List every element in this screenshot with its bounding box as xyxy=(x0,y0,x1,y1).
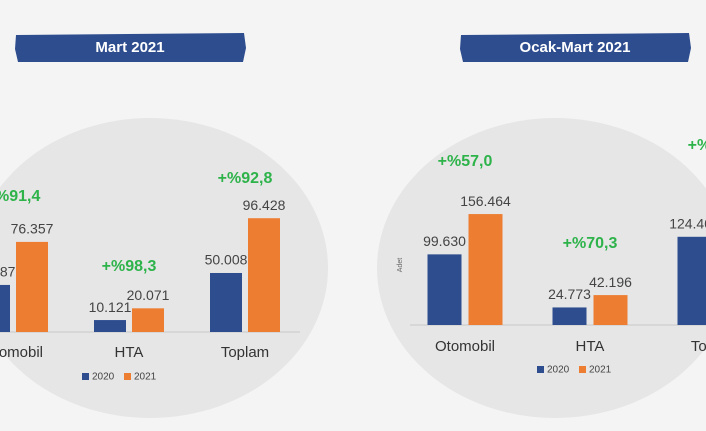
annotation: +%70,3 xyxy=(563,235,618,252)
legend-label: 2021 xyxy=(589,365,612,376)
data-label: 124.403 xyxy=(669,216,706,232)
legend-label: 2020 xyxy=(92,372,115,383)
x-tick-label: HTA xyxy=(115,344,144,361)
backdrop xyxy=(377,118,706,418)
x-tick-label: Toplam xyxy=(691,338,706,355)
chart-title: Mart 2021 xyxy=(95,39,164,56)
bar xyxy=(677,236,706,325)
title-banner xyxy=(460,33,691,62)
chart-title: Ocak-Mart 2021 xyxy=(520,39,631,56)
legend-swatch xyxy=(537,366,544,373)
annotation: +%91,4 xyxy=(0,188,40,205)
bar xyxy=(248,218,280,332)
data-label: 76.357 xyxy=(11,221,54,237)
bar xyxy=(16,241,48,332)
x-tick-label: Toplam xyxy=(221,344,269,361)
bar xyxy=(210,272,242,332)
data-label: 96.428 xyxy=(243,197,286,213)
bar xyxy=(132,308,164,332)
legend-swatch xyxy=(579,366,586,373)
annotation: +%98,3 xyxy=(102,258,157,275)
bar xyxy=(468,214,503,325)
legend-label: 2021 xyxy=(134,372,157,383)
data-label: 99.630 xyxy=(423,233,466,249)
bar xyxy=(593,295,628,325)
legend-label: 2020 xyxy=(547,365,570,376)
y-axis-label: Adet xyxy=(397,258,404,272)
data-label: 39.887 xyxy=(0,264,16,280)
data-label: 24.773 xyxy=(548,286,591,302)
bar xyxy=(427,254,462,325)
legend-swatch xyxy=(82,373,89,380)
x-tick-label: Otomobil xyxy=(435,338,495,355)
data-label: 20.071 xyxy=(127,287,170,303)
data-label: 50.008 xyxy=(205,252,248,268)
data-label: 42.196 xyxy=(589,274,632,290)
title-banner xyxy=(15,33,246,62)
x-tick-label: HTA xyxy=(576,338,605,355)
bar xyxy=(94,320,126,332)
x-tick-label: Otomobil xyxy=(0,344,43,361)
annotation: +%92,8 xyxy=(218,170,273,187)
legend-swatch xyxy=(124,373,131,380)
annotation: +%59,7 xyxy=(688,137,706,154)
data-label: 156.464 xyxy=(460,193,511,209)
backdrop xyxy=(0,118,328,418)
bar xyxy=(0,284,10,332)
data-label: 10.121 xyxy=(89,299,132,315)
bar xyxy=(552,307,587,325)
annotation: +%57,0 xyxy=(438,153,493,170)
